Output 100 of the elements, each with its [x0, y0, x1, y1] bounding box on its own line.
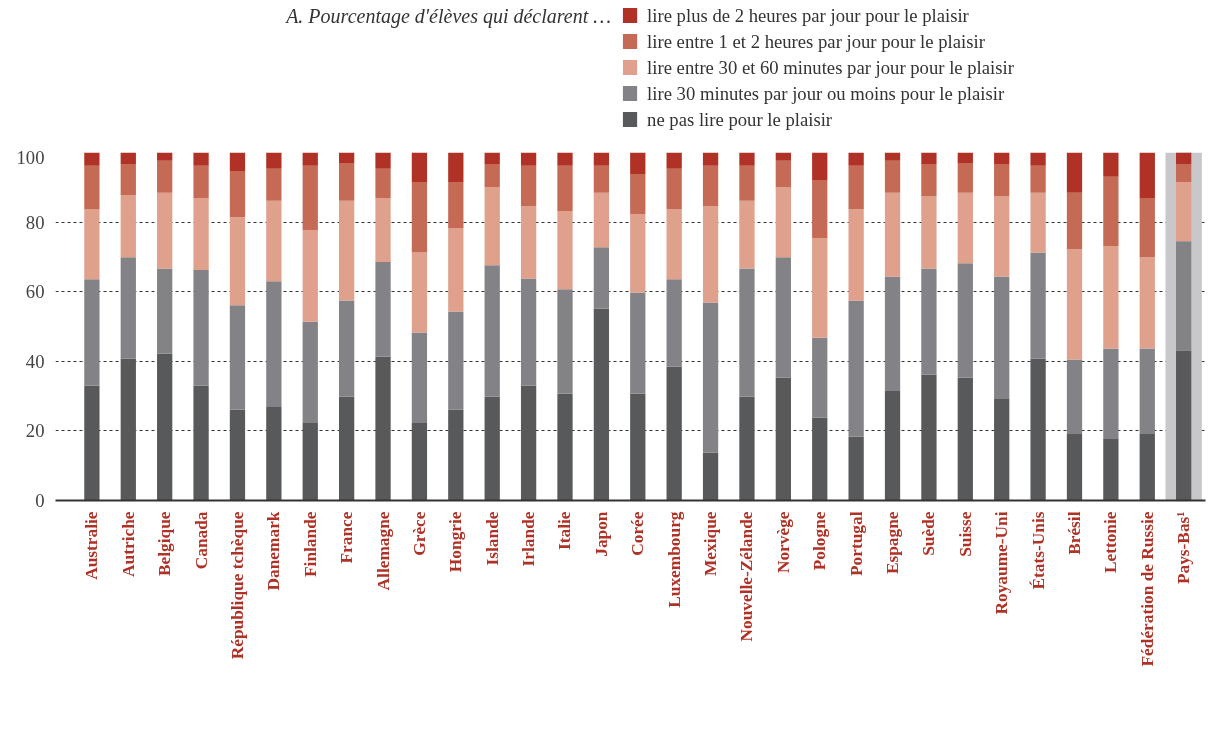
bar	[339, 162, 355, 201]
bar	[812, 337, 828, 418]
bar	[84, 152, 100, 166]
bar	[302, 321, 318, 423]
bar	[120, 257, 136, 359]
x-tick-label: Japon	[591, 511, 611, 557]
bar	[921, 163, 937, 196]
bar	[630, 214, 646, 293]
bar	[157, 192, 173, 269]
bar	[1030, 252, 1046, 359]
x-tick-label: Lettonie	[1101, 511, 1121, 574]
bar	[630, 174, 646, 215]
x-tick-label: Mexique	[701, 511, 721, 576]
x-tick-label: Danemark	[264, 511, 284, 591]
bar	[666, 168, 682, 209]
bar	[812, 238, 828, 338]
bar	[812, 152, 828, 180]
bar	[1030, 152, 1046, 166]
bar	[994, 398, 1010, 501]
bar	[666, 208, 682, 280]
bar	[702, 302, 719, 453]
bar	[411, 152, 428, 183]
x-tick-label: République tchèque	[227, 511, 247, 660]
bar	[1103, 348, 1119, 439]
bar	[339, 152, 355, 163]
bar	[157, 353, 173, 501]
bar	[193, 165, 209, 199]
bar	[994, 163, 1010, 196]
bar	[702, 165, 719, 207]
bar	[884, 192, 901, 277]
bar	[812, 417, 828, 501]
bar	[739, 165, 755, 201]
bar	[775, 160, 791, 187]
bar	[84, 208, 100, 280]
x-tick-label: Suède	[919, 511, 939, 556]
x-tick-label: Islande	[482, 511, 502, 566]
bar	[1139, 434, 1155, 501]
bar	[484, 265, 500, 397]
bar	[193, 152, 209, 166]
bar	[1030, 165, 1046, 193]
bar	[557, 152, 573, 166]
bar	[520, 152, 537, 166]
bar	[302, 230, 318, 322]
bar	[302, 152, 318, 166]
bar	[921, 374, 937, 501]
legend-label: lire plus de 2 heures par jour pour le plaisir	[647, 5, 970, 26]
x-tick-label: Hongrie	[446, 511, 466, 573]
bar	[702, 206, 719, 303]
bar	[702, 152, 719, 166]
chart-title: A. Pourcentage d'élèves qui déclarent …	[284, 4, 612, 28]
bar	[157, 160, 173, 193]
bar	[266, 168, 282, 201]
bar	[229, 305, 246, 410]
x-tick-label: Pays-Bas¹	[1174, 511, 1194, 585]
x-tick-label: Brésil	[1064, 511, 1084, 555]
bar	[520, 206, 537, 279]
bar	[229, 217, 246, 306]
bar	[630, 152, 646, 175]
bar	[375, 198, 391, 263]
y-tick-label: 60	[25, 281, 45, 303]
bar	[921, 268, 937, 375]
bar	[1176, 350, 1192, 501]
bar	[120, 152, 136, 164]
x-tick-label: Royaume-Uni	[992, 511, 1012, 615]
bar	[1176, 163, 1192, 183]
bar	[957, 162, 973, 193]
bar	[994, 276, 1010, 399]
bar	[957, 152, 973, 163]
bar	[302, 422, 318, 501]
bar	[1103, 438, 1119, 501]
x-tick-label: Suisse	[955, 511, 975, 557]
bar	[848, 300, 864, 437]
bar	[1066, 249, 1083, 360]
x-tick-label: Finlande	[300, 511, 320, 577]
bar	[1103, 176, 1119, 247]
bar	[1066, 434, 1083, 501]
bar	[448, 311, 464, 410]
bar	[1176, 182, 1192, 242]
bar	[266, 200, 282, 282]
y-tick-label: 0	[35, 490, 45, 511]
bar	[193, 270, 209, 386]
bar	[302, 165, 318, 231]
bar	[1030, 358, 1046, 501]
bar	[593, 165, 610, 193]
bar	[375, 262, 391, 357]
x-tick-label: Portugal	[846, 511, 866, 576]
bar	[266, 406, 282, 501]
bar	[1176, 241, 1192, 351]
bar	[775, 377, 791, 501]
bar	[593, 247, 610, 309]
bar	[593, 308, 610, 501]
bar	[884, 160, 901, 193]
bar	[884, 152, 901, 161]
bar	[775, 257, 791, 378]
bar	[1176, 152, 1192, 164]
bar	[375, 152, 391, 169]
bar	[884, 390, 901, 501]
bar	[411, 332, 428, 423]
bar	[84, 279, 100, 386]
bar	[630, 292, 646, 394]
